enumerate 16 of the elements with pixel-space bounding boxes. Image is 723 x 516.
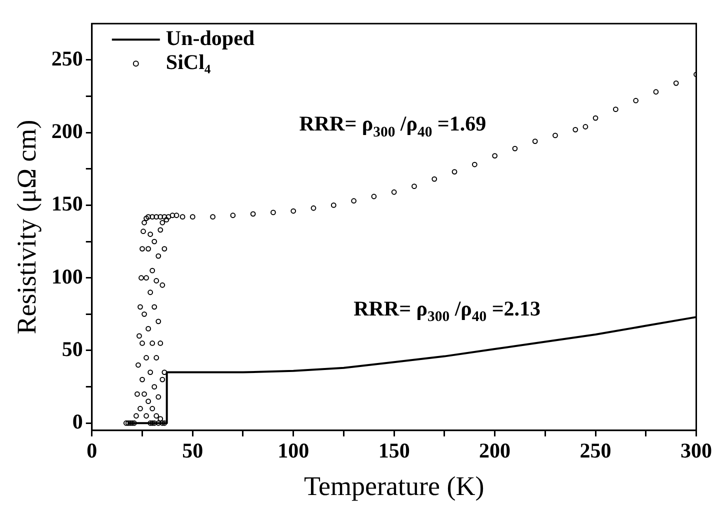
x-tick-label: 200 [479, 438, 511, 462]
legend-label: Un-doped [166, 26, 255, 50]
legend-label: SiCl₄ [166, 50, 212, 74]
y-tick-label: 0 [72, 410, 83, 434]
y-axis-title: Resistivity (μΩ cm) [11, 120, 42, 334]
x-axis-title: Temperature (K) [304, 470, 484, 501]
y-tick-label: 150 [51, 192, 83, 216]
x-tick-label: 150 [378, 438, 410, 462]
x-tick-label: 300 [680, 438, 712, 462]
y-tick-label: 100 [51, 264, 83, 288]
y-tick-label: 50 [62, 336, 83, 361]
y-tick-label: 250 [51, 46, 83, 70]
x-tick-label: 100 [278, 438, 310, 462]
y-tick-label: 200 [51, 118, 83, 143]
x-tick-label: 50 [182, 438, 204, 462]
x-tick-label: 250 [580, 438, 612, 462]
